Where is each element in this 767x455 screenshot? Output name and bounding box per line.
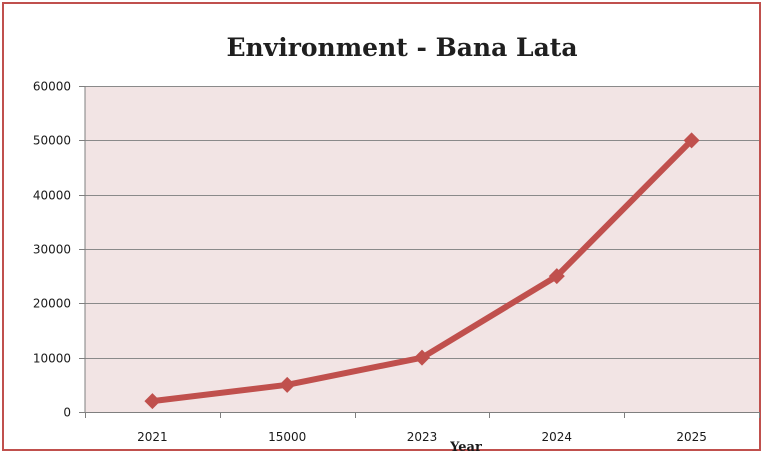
x-tick-label: 15000 xyxy=(268,430,306,444)
data-point-marker xyxy=(279,376,296,393)
y-tick-label: 10000 xyxy=(33,352,71,366)
y-tick-label: 60000 xyxy=(33,80,71,94)
y-axis: 0 10000 20000 30000 40000 50000 60000 xyxy=(33,80,86,420)
data-point-marker xyxy=(414,349,430,366)
data-point-marker xyxy=(144,393,161,410)
data-point-marker xyxy=(548,268,565,285)
x-axis: 2021 15000 2023 2024 2025 xyxy=(85,412,760,444)
y-tick-label: 0 xyxy=(63,406,71,420)
series-line-group xyxy=(144,132,700,410)
y-tick-label: 30000 xyxy=(33,243,71,257)
chart-title: Environment - Bana Lata xyxy=(226,33,577,62)
y-tick-label: 50000 xyxy=(33,134,71,148)
x-tick-label: 2023 xyxy=(407,430,438,444)
data-point-marker xyxy=(683,132,700,149)
x-tick-label: 2025 xyxy=(676,430,707,444)
x-tick-label: 2021 xyxy=(137,430,168,444)
x-tick-label: 2024 xyxy=(542,430,573,444)
y-tick-label: 40000 xyxy=(33,189,71,203)
x-axis-label: Year xyxy=(449,440,482,455)
gridlines xyxy=(85,86,759,413)
y-tick-label: 20000 xyxy=(33,297,71,311)
